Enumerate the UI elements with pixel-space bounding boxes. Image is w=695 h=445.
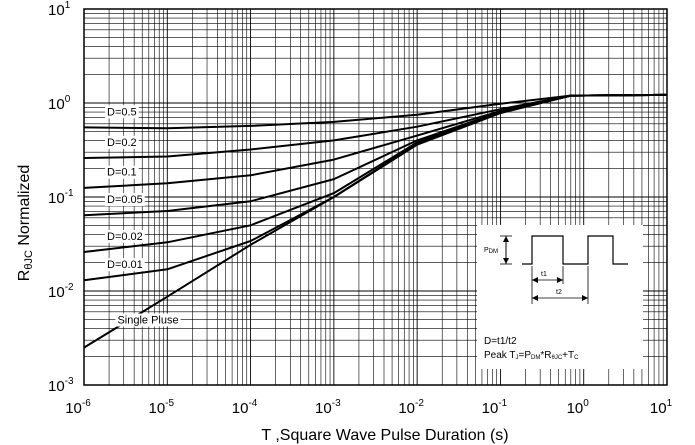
series-label-text: D=0.1 <box>107 167 137 179</box>
series-line-single-pluse <box>83 93 668 349</box>
pdm-label: PDM <box>484 247 498 255</box>
x-tick-label: 10-2 <box>398 398 424 417</box>
series-label-d-0-2: D=0.2 <box>105 135 139 149</box>
series-label-text: D=0.2 <box>107 137 137 149</box>
series-lines <box>83 93 668 349</box>
x-tick-label: 100 <box>567 398 590 417</box>
x-tick-label: 10-1 <box>482 398 508 417</box>
series-label-d-0-1: D=0.1 <box>105 165 139 179</box>
t1-arrow-head-right <box>557 277 563 283</box>
tick-labels: 10-6 10-5 10-4 10-3 10-2 10-1 100 101 101 100 10-1… <box>48 0 673 417</box>
peak-temperature-formula: Peak TJ=PDM*RθJC+TC <box>484 350 579 361</box>
series-label-text: D=0.05 <box>107 194 143 206</box>
pdm-arrow-head-bottom <box>503 258 509 264</box>
plot-frame <box>83 8 668 386</box>
series-label-box <box>105 135 139 149</box>
plot-border <box>83 8 668 386</box>
series-label-text: Single Pluse <box>117 315 178 327</box>
series-label-box <box>105 165 139 179</box>
x-tick-label: 10-3 <box>315 398 341 417</box>
x-tick-label: 101 <box>650 398 673 417</box>
series-label-d-0-02: D=0.02 <box>105 229 145 243</box>
pulse-waveform <box>522 235 628 265</box>
series-label-box <box>105 105 139 119</box>
y-axis-label: RθJC Normalized <box>16 165 35 281</box>
series-label-d-0-5: D=0.5 <box>105 105 139 119</box>
x-axis-label: T ,Square Wave Pulse Duration (s) <box>261 427 508 444</box>
t1-label: t1 <box>541 271 547 278</box>
series-label-text: D=0.5 <box>107 106 137 118</box>
t2-arrow-head-right <box>582 295 588 301</box>
y-tick-label: 10-3 <box>48 376 74 395</box>
x-tick-label: 10-5 <box>148 398 174 417</box>
t2-arrow-head-left <box>532 295 538 301</box>
inset-background <box>477 225 643 369</box>
series-label-single-pluse: Single Pluse <box>115 313 181 327</box>
series-labels: D=0.5 D=0.2 D=0.1 D=0.05 D=0.02 D=0.01 Single … <box>105 105 181 327</box>
series-label-box <box>105 258 145 272</box>
series-label-text: D=0.02 <box>107 231 143 243</box>
y-tick-label: 100 <box>48 94 71 113</box>
series-label-d-0-05: D=0.05 <box>105 193 145 207</box>
t2-label: t2 <box>556 289 562 296</box>
series-label-d-0-01: D=0.01 <box>105 258 145 272</box>
grid-lines <box>83 9 667 386</box>
series-label-box <box>105 229 145 243</box>
y-tick-label: 10-2 <box>48 282 74 301</box>
series-line-d-0-5 <box>83 93 668 130</box>
x-tick-label: 10-4 <box>232 398 258 417</box>
t1-arrow-head-left <box>532 277 538 283</box>
y-tick-label: 10-1 <box>48 188 74 207</box>
series-line-d-0-1 <box>83 93 668 189</box>
series-label-text: D=0.01 <box>107 259 143 271</box>
pdm-arrow-head-top <box>503 236 509 242</box>
y-tick-label: 101 <box>48 0 71 19</box>
series-label-box <box>115 313 181 327</box>
series-label-box <box>105 193 145 207</box>
duty-cycle-formula: D=t1/t2 <box>484 336 517 347</box>
x-tick-label: 10-6 <box>65 398 91 417</box>
pulse-waveform-inset: PDM t1 t2 D=t1/t2 Peak TJ=PDM*RθJC+TC <box>477 225 643 369</box>
